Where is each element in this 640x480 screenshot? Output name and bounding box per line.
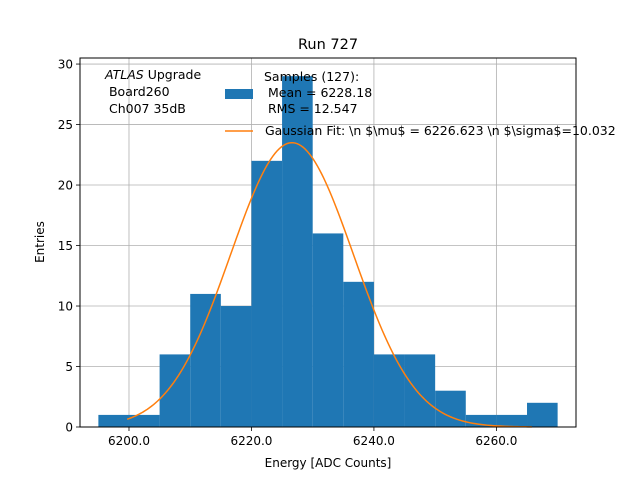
annotation-line-2: Board260 [105, 84, 170, 99]
legend-histogram-line-1: Samples (127): [264, 69, 359, 84]
histogram-bar [98, 414, 129, 427]
gaussian-fit-group [126, 141, 532, 428]
y-tick-label: 10 [58, 300, 73, 314]
histogram-bar [404, 354, 436, 427]
y-tick-label: 25 [58, 118, 73, 132]
atlas-annotation: ATLAS Upgrade Board260 Ch007 35dB [104, 67, 201, 116]
annotation-line-3: Ch007 35dB [105, 101, 186, 116]
histogram-bar [527, 402, 558, 427]
x-tick-label: 6200.0 [108, 434, 150, 448]
histogram-bars [98, 76, 558, 428]
histogram-bar [220, 306, 252, 427]
y-tick-label: 0 [65, 421, 73, 435]
y-axis-label: Entries [33, 221, 47, 263]
y-tick-label: 5 [65, 360, 73, 374]
legend-histogram-swatch [225, 89, 253, 99]
histogram-bar [435, 390, 466, 427]
y-axis-ticks: 0 5 10 15 20 25 30 [58, 58, 80, 435]
chart-title: Run 727 [298, 37, 358, 53]
y-tick-label: 15 [58, 239, 73, 253]
annotation-upgrade: Upgrade [144, 67, 202, 82]
x-tick-label: 6260.0 [475, 434, 517, 448]
x-tick-label: 6240.0 [353, 434, 395, 448]
histogram-bar [190, 293, 221, 427]
x-axis-ticks: 6200.0 6220.0 6240.0 6260.0 [108, 427, 517, 448]
y-tick-label: 20 [58, 179, 73, 193]
histogram-bar [282, 76, 313, 428]
x-axis-label: Energy [ADC Counts] [265, 456, 392, 470]
histogram-bar [312, 233, 344, 427]
annotation-atlas-italic: ATLAS [104, 67, 144, 82]
histogram-bar [251, 160, 283, 427]
plot-frame [79, 57, 577, 428]
gaussian-fit-line [126, 141, 532, 428]
legend-histogram-line-2: Mean = 6228.18 [264, 85, 372, 100]
histogram-bar [128, 414, 160, 427]
histogram-bar [496, 414, 528, 427]
legend-histogram-line-3: RMS = 12.547 [264, 101, 358, 116]
x-tick-label: 6220.0 [230, 434, 272, 448]
histogram-bar [343, 281, 374, 427]
histogram-bar [159, 354, 191, 427]
y-tick-label: 30 [58, 58, 73, 72]
annotation-line-1: ATLAS Upgrade [104, 67, 201, 82]
legend: Samples (127): Mean = 6228.18 RMS = 12.5… [225, 69, 616, 138]
legend-fit-label: Gaussian Fit: \n $\mu$ = 6226.623 \n $\s… [265, 123, 616, 138]
